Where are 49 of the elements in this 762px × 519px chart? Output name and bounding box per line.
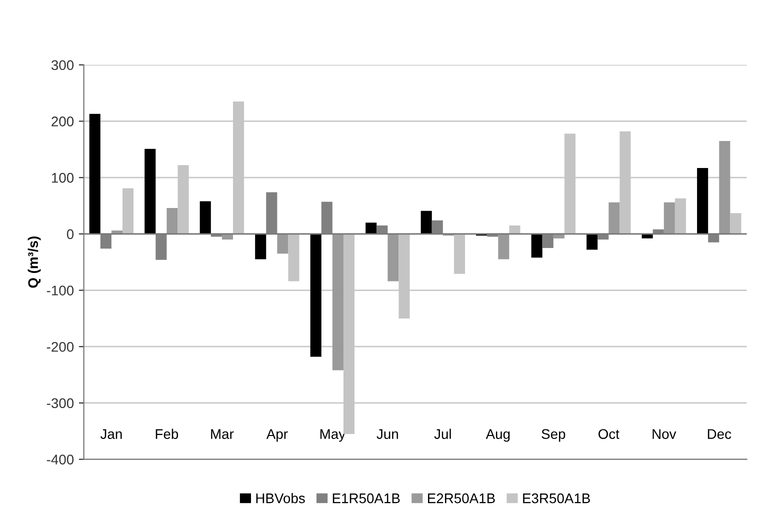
bar (730, 213, 742, 234)
bar (166, 208, 178, 234)
y-tick-label: -300 (46, 398, 74, 408)
bar (498, 234, 510, 260)
legend-label: HBVobs (256, 493, 305, 504)
x-tick-label: Apr (266, 429, 288, 442)
bar (388, 234, 399, 282)
y-axis-title: Q (m³/s) (28, 236, 41, 288)
x-tick-label: Jul (434, 428, 451, 439)
bar (608, 202, 620, 234)
bar (420, 210, 432, 234)
x-tick-label: Feb (156, 428, 178, 439)
bar (288, 234, 300, 282)
bar (586, 234, 598, 250)
bar (332, 234, 344, 370)
legend-label: E3R50A1B (523, 493, 590, 504)
y-tick-label: 200 (52, 116, 74, 126)
bar (144, 148, 156, 234)
x-tick-label: May (320, 429, 346, 442)
bar (366, 222, 377, 234)
bar (255, 234, 266, 260)
bar (674, 198, 686, 234)
x-tick-label: Sep (542, 429, 566, 442)
x-tick-label: Nov (652, 429, 676, 439)
y-tick-label: -100 (46, 286, 74, 296)
x-tick-label: Mar (211, 429, 234, 439)
bar (664, 202, 675, 234)
bar (89, 114, 100, 234)
bar (122, 188, 134, 234)
bar (277, 234, 288, 254)
bar (697, 168, 708, 234)
bar (719, 140, 730, 234)
bar (310, 234, 322, 357)
x-tick-label: Jun (376, 429, 398, 439)
y-tick-label: 100 (52, 172, 74, 183)
y-tick-label: 0 (66, 229, 74, 240)
legend-label: E1R50A1B (332, 493, 400, 504)
bar (454, 234, 466, 274)
bar (531, 234, 542, 258)
y-tick-label: -400 (46, 454, 74, 464)
bar (200, 201, 211, 234)
x-tick-label: Dec (708, 429, 732, 439)
y-tick-label: 300 (51, 60, 74, 70)
x-tick-label: Jan (100, 429, 122, 439)
x-tick-label: Oct (598, 429, 620, 439)
bar (509, 225, 520, 234)
x-tick-label: Aug (486, 429, 510, 442)
legend-label: E2R50A1B (428, 493, 495, 504)
y-tick-label: -200 (46, 342, 74, 352)
